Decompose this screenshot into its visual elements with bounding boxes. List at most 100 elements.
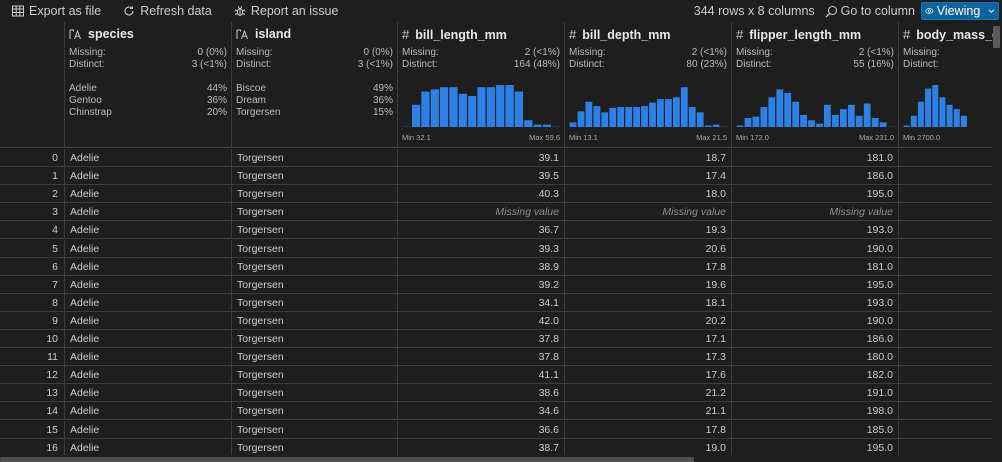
- cell-bill-depth[interactable]: 21.2: [564, 384, 731, 403]
- table-row[interactable]: 5 Adelie Torgersen 39.3 20.6 190.0: [0, 239, 992, 258]
- cell-island[interactable]: Torgersen: [231, 167, 397, 186]
- cell-bill-length[interactable]: 38.6: [397, 384, 564, 403]
- cell-bill-length[interactable]: 39.3: [397, 239, 564, 258]
- cell-bill-depth[interactable]: 18.1: [564, 293, 731, 312]
- cell-flipper-length[interactable]: 193.0: [731, 221, 898, 240]
- cell-flipper-length[interactable]: 195.0: [731, 185, 898, 204]
- table-row[interactable]: 6 Adelie Torgersen 38.9 17.8 181.0: [0, 257, 992, 276]
- cell-flipper-length[interactable]: 195.0: [731, 438, 898, 455]
- cell-island[interactable]: Torgersen: [231, 384, 397, 403]
- cell-species[interactable]: Adelie: [64, 438, 231, 455]
- table-row[interactable]: 15 Adelie Torgersen 36.6 17.8 185.0: [0, 420, 992, 439]
- cell-body-mass[interactable]: [898, 366, 992, 385]
- cell-island[interactable]: Torgersen: [231, 438, 397, 455]
- table-row[interactable]: 0 Adelie Torgersen 39.1 18.7 181.0: [0, 149, 992, 168]
- cell-flipper-length[interactable]: 191.0: [731, 384, 898, 403]
- cell-island[interactable]: Torgersen: [231, 275, 397, 294]
- cell-flipper-length[interactable]: 182.0: [731, 366, 898, 385]
- cell-body-mass[interactable]: [898, 149, 992, 167]
- cell-flipper-length[interactable]: 193.0: [731, 293, 898, 312]
- table-row[interactable]: 11 Adelie Torgersen 37.8 17.3 180.0: [0, 348, 992, 367]
- cell-flipper-length[interactable]: 181.0: [731, 149, 898, 167]
- go-to-column-button[interactable]: Go to column: [825, 4, 915, 18]
- table-row[interactable]: 13 Adelie Torgersen 38.6 21.2 191.0: [0, 384, 992, 403]
- cell-species[interactable]: Adelie: [64, 203, 231, 222]
- cell-island[interactable]: Torgersen: [231, 330, 397, 348]
- cell-body-mass[interactable]: [898, 293, 992, 312]
- cell-island[interactable]: Torgersen: [231, 257, 397, 276]
- cell-body-mass[interactable]: [898, 384, 992, 403]
- table-row[interactable]: 14 Adelie Torgersen 34.6 21.1 198.0: [0, 402, 992, 421]
- cell-bill-length[interactable]: 34.1: [397, 293, 564, 312]
- table-row[interactable]: 4 Adelie Torgersen 36.7 19.3 193.0: [0, 221, 992, 240]
- cell-bill-length[interactable]: 37.8: [397, 348, 564, 367]
- cell-body-mass[interactable]: [898, 438, 992, 455]
- cell-bill-depth[interactable]: 17.6: [564, 366, 731, 385]
- cell-body-mass[interactable]: [898, 311, 992, 330]
- cell-flipper-length[interactable]: 186.0: [731, 330, 898, 348]
- cell-bill-length[interactable]: 39.5: [397, 167, 564, 186]
- cell-bill-length[interactable]: Missing value: [397, 203, 564, 222]
- refresh-button[interactable]: Refresh data: [123, 0, 212, 22]
- cell-island[interactable]: Torgersen: [231, 402, 397, 421]
- cell-bill-length[interactable]: 42.0: [397, 311, 564, 330]
- cell-body-mass[interactable]: [898, 257, 992, 276]
- cell-bill-depth[interactable]: 17.8: [564, 257, 731, 276]
- cell-bill-depth[interactable]: 19.6: [564, 275, 731, 294]
- cell-bill-depth[interactable]: 19.0: [564, 438, 731, 455]
- column-header-island[interactable]: island Missing: 0 (0%) Distinct: 3 (<1%) Bisc…: [231, 22, 397, 148]
- vertical-scrollbar[interactable]: [993, 26, 1000, 48]
- cell-body-mass[interactable]: [898, 420, 992, 439]
- cell-species[interactable]: Adelie: [64, 167, 231, 186]
- cell-island[interactable]: Torgersen: [231, 149, 397, 167]
- cell-species[interactable]: Adelie: [64, 149, 231, 167]
- cell-species[interactable]: Adelie: [64, 366, 231, 385]
- cell-bill-depth[interactable]: 17.3: [564, 348, 731, 367]
- cell-flipper-length[interactable]: 181.0: [731, 257, 898, 276]
- cell-flipper-length[interactable]: 186.0: [731, 167, 898, 186]
- cell-island[interactable]: Torgersen: [231, 239, 397, 258]
- cell-body-mass[interactable]: [898, 221, 992, 240]
- table-row[interactable]: 7 Adelie Torgersen 39.2 19.6 195.0: [0, 275, 992, 294]
- cell-species[interactable]: Adelie: [64, 293, 231, 312]
- cell-bill-length[interactable]: 41.1: [397, 366, 564, 385]
- cell-species[interactable]: Adelie: [64, 239, 231, 258]
- cell-bill-length[interactable]: 38.9: [397, 257, 564, 276]
- cell-species[interactable]: Adelie: [64, 348, 231, 367]
- cell-species[interactable]: Adelie: [64, 185, 231, 204]
- table-row[interactable]: 1 Adelie Torgersen 39.5 17.4 186.0: [0, 167, 992, 186]
- cell-island[interactable]: Torgersen: [231, 348, 397, 367]
- cell-flipper-length[interactable]: 180.0: [731, 348, 898, 367]
- table-row[interactable]: 12 Adelie Torgersen 41.1 17.6 182.0: [0, 366, 992, 385]
- cell-island[interactable]: Torgersen: [231, 203, 397, 222]
- cell-species[interactable]: Adelie: [64, 420, 231, 439]
- cell-flipper-length[interactable]: 190.0: [731, 239, 898, 258]
- cell-bill-depth[interactable]: 20.6: [564, 239, 731, 258]
- cell-island[interactable]: Torgersen: [231, 420, 397, 439]
- cell-species[interactable]: Adelie: [64, 384, 231, 403]
- cell-species[interactable]: Adelie: [64, 311, 231, 330]
- cell-bill-length[interactable]: 37.8: [397, 330, 564, 348]
- cell-body-mass[interactable]: [898, 167, 992, 186]
- cell-bill-length[interactable]: 39.2: [397, 275, 564, 294]
- cell-bill-depth[interactable]: 21.1: [564, 402, 731, 421]
- cell-flipper-length[interactable]: 190.0: [731, 311, 898, 330]
- cell-flipper-length[interactable]: Missing value: [731, 203, 898, 222]
- cell-bill-depth[interactable]: 20.2: [564, 311, 731, 330]
- cell-flipper-length[interactable]: 195.0: [731, 275, 898, 294]
- cell-island[interactable]: Torgersen: [231, 221, 397, 240]
- cell-species[interactable]: Adelie: [64, 275, 231, 294]
- cell-bill-depth[interactable]: 19.3: [564, 221, 731, 240]
- cell-island[interactable]: Torgersen: [231, 366, 397, 385]
- cell-body-mass[interactable]: [898, 203, 992, 222]
- column-header-flipper_length_mm[interactable]: # flipper_length_mm Missing: 2 (<1%) Distinc…: [731, 22, 898, 148]
- cell-species[interactable]: Adelie: [64, 330, 231, 348]
- column-header-species[interactable]: species Missing: 0 (0%) Distinct: 3 (<1%) Ade…: [64, 22, 231, 148]
- cell-flipper-length[interactable]: 198.0: [731, 402, 898, 421]
- cell-species[interactable]: Adelie: [64, 402, 231, 421]
- cell-island[interactable]: Torgersen: [231, 311, 397, 330]
- cell-bill-length[interactable]: 39.1: [397, 149, 564, 167]
- table-row[interactable]: 9 Adelie Torgersen 42.0 20.2 190.0: [0, 311, 992, 330]
- column-header-bill_length_mm[interactable]: # bill_length_mm Missing: 2 (<1%) Distinct: 1…: [397, 22, 564, 148]
- table-row[interactable]: 10 Adelie Torgersen 37.8 17.1 186.0: [0, 330, 992, 349]
